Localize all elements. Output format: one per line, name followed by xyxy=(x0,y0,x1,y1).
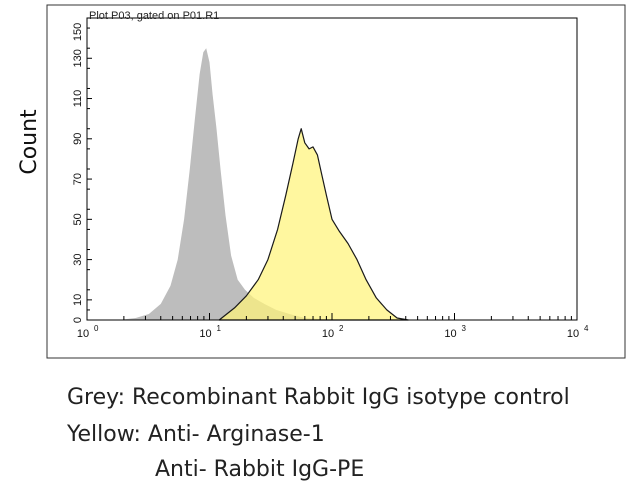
caption-grey-series: Grey: Recombinant Rabbit IgG isotype con… xyxy=(67,385,570,410)
y-tick-label: 130 xyxy=(72,49,84,67)
x-tick-exponent: 3 xyxy=(462,324,467,333)
y-tick-label: 150 xyxy=(72,23,84,41)
x-tick-exponent: 4 xyxy=(584,324,589,333)
series-layer xyxy=(118,48,409,321)
y-axis-label: Count xyxy=(17,109,42,175)
y-tick-label: 50 xyxy=(72,213,84,225)
caption-secondary-antibody: Anti- Rabbit IgG-PE xyxy=(155,457,365,482)
series-grey-area xyxy=(118,48,338,320)
y-tick-label: 10 xyxy=(72,294,84,306)
x-tick-exponent: 1 xyxy=(217,324,222,333)
y-tick-label: 90 xyxy=(72,133,84,145)
series-yellow-area xyxy=(218,128,409,321)
x-tick-label: 10 xyxy=(322,328,334,340)
y-tick-label: 0 xyxy=(72,317,84,323)
x-tick-label: 10 xyxy=(444,328,456,340)
y-tick-label: 110 xyxy=(72,90,84,108)
y-tick-label: 70 xyxy=(72,173,84,185)
y-tick-label: 30 xyxy=(72,253,84,265)
x-tick-label: 10 xyxy=(567,328,579,340)
x-tick-label: 10 xyxy=(199,328,211,340)
caption-yellow-series: Yellow: Anti- Arginase-1 xyxy=(67,422,325,447)
chart-title: Plot P03, gated on P01.R1 xyxy=(89,10,219,22)
x-tick-exponent: 2 xyxy=(339,324,344,333)
x-tick-exponent: 0 xyxy=(94,324,99,333)
x-tick-label: 10 xyxy=(77,328,89,340)
outer-frame xyxy=(46,4,626,359)
